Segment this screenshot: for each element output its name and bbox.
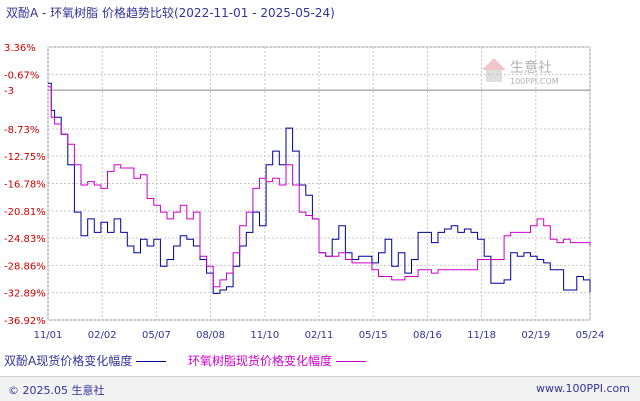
y-tick-label: -8.73% [4,125,39,136]
legend-series-1-swatch [136,361,167,362]
watermark-logo: 生意社 100PPI.COM [480,52,580,88]
y-tick-label: -0.67% [4,70,39,81]
legend-series-2-label: 环氧树脂现货价格变化幅度 [188,354,333,368]
x-tick-label: 11/18 [467,330,496,341]
y-tick-label: -20.81% [4,207,46,218]
y-tick-label: -28.86% [4,261,46,272]
x-tick-label: 08/08 [196,330,225,341]
watermark-url: 100PPI.COM [510,77,559,86]
x-tick-label: 05/24 [576,330,605,341]
y-tick-label: -12.75% [4,152,46,163]
series-line-2 [48,86,591,288]
copyright-text: © 2025.05 生意社 [8,384,105,397]
legend-series-2-swatch [336,361,367,362]
y-tick-label: -3 [4,86,14,97]
site-link[interactable]: www.100PPI.com [536,382,630,395]
y-tick-label: -24.83% [4,234,46,245]
x-tick-label: 11/10 [250,330,279,341]
chart-area: 3.36% -0.67% -3 -8.73% -12.75% -16.78% -20.81%… [4,43,605,341]
footer: © 2025.05 生意社 www.100PPI.com [0,376,640,401]
watermark-brand: 生意社 [510,59,552,76]
house-logo-icon: 生意社 100PPI.COM [482,58,559,86]
x-tick-label: 08/16 [413,330,442,341]
y-tick-label: 3.36% [4,43,36,54]
y-tick-label: -36.92% [4,316,46,327]
legend: 双酚A现货价格变化幅度 环氧树脂现货价格变化幅度 [4,352,367,369]
series-line-1 [48,82,591,294]
x-tick-label: 05/07 [142,330,171,341]
x-tick-label: 02/11 [305,330,334,341]
x-tick-label: 02/19 [521,330,550,341]
x-tick-label: 05/15 [359,330,388,341]
x-tick-label: 02/02 [88,330,117,341]
x-tick-label: 11/01 [34,330,63,341]
legend-series-2: 环氧树脂现货价格变化幅度 [188,354,367,368]
chart-title: 双酚A - 环氧树脂 价格趋势比较(2022-11-01 - 2025-05-2… [6,6,335,20]
y-tick-label: -32.89% [4,289,46,300]
legend-series-1: 双酚A现货价格变化幅度 [4,354,170,368]
legend-series-1-label: 双酚A现货价格变化幅度 [4,354,133,368]
y-tick-label: -16.78% [4,180,46,191]
